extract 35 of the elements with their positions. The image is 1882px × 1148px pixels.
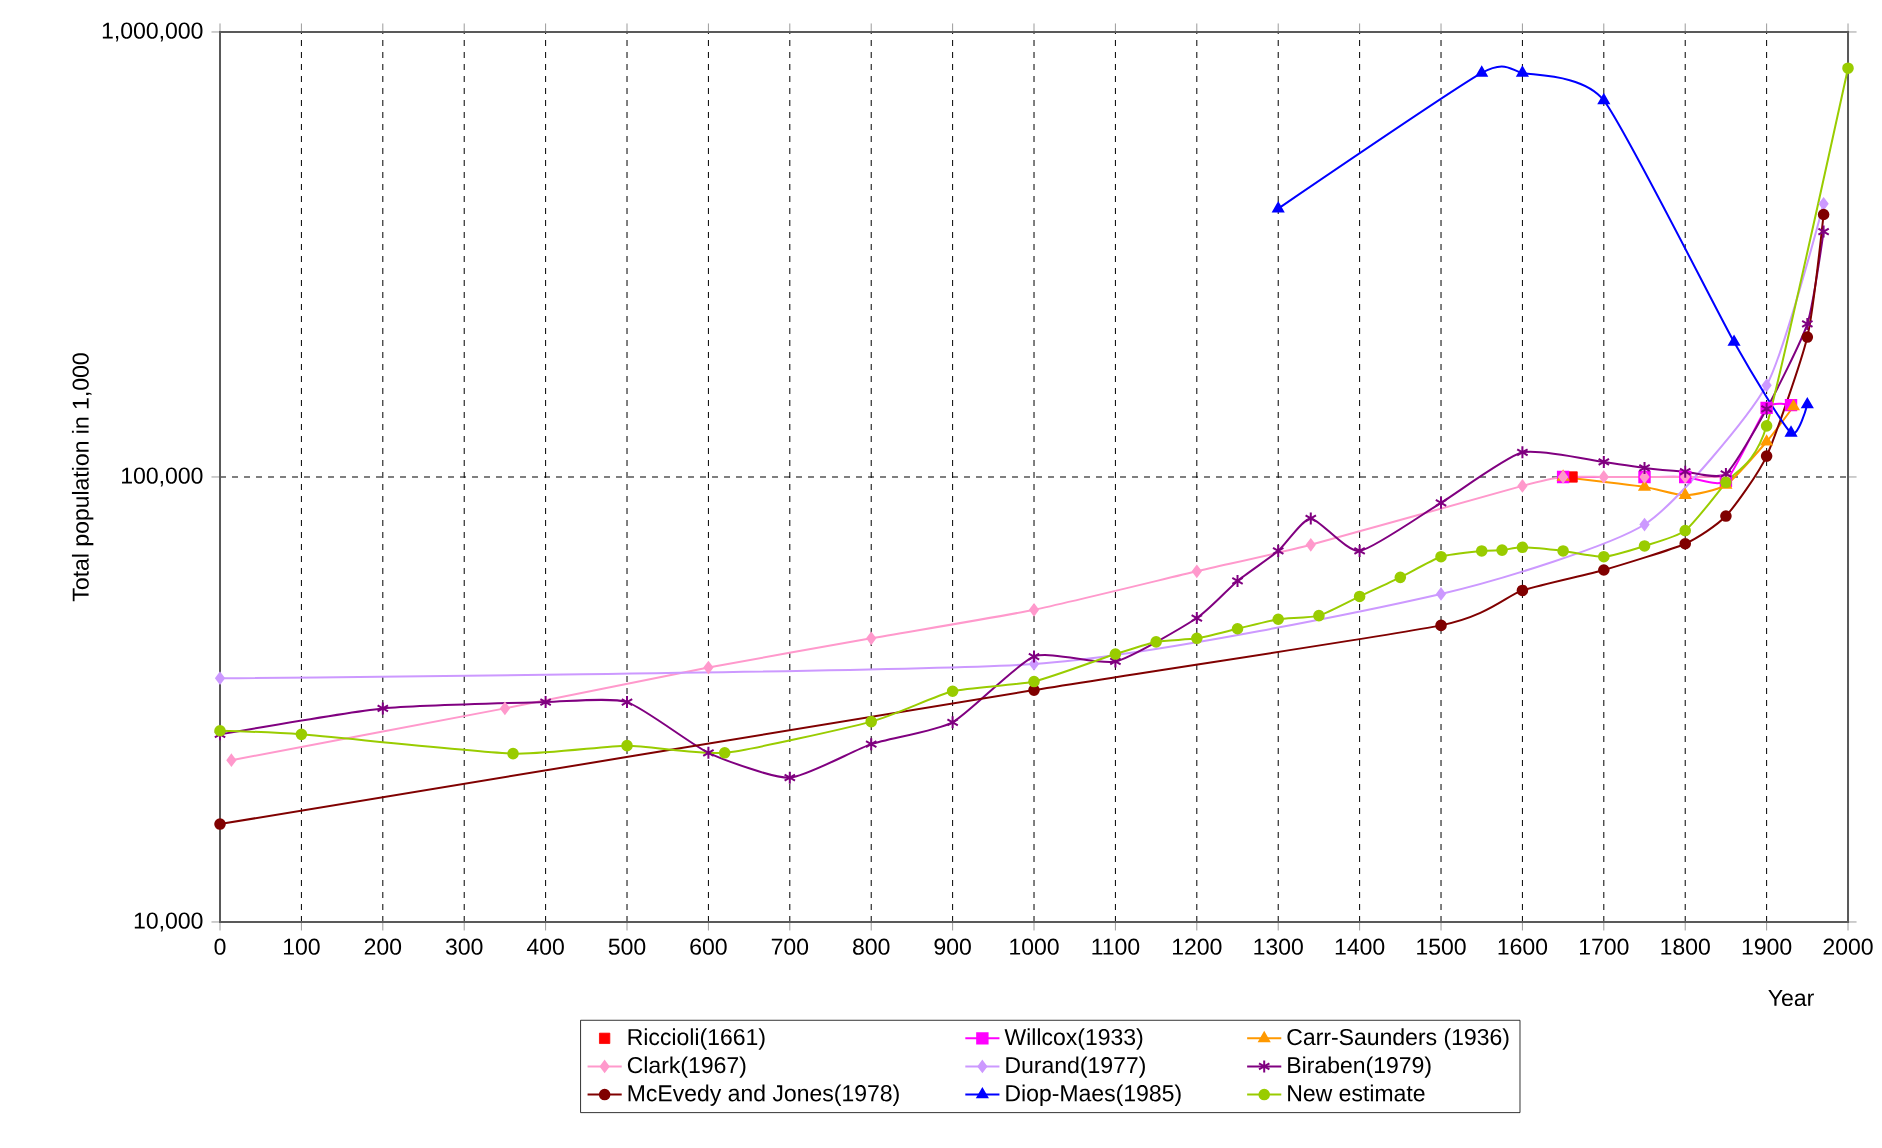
x-tick-label: 200 [364, 938, 402, 955]
x-tick-label: 1700 [1579, 938, 1629, 955]
x-tick-label: 1100 [1092, 938, 1140, 955]
x-tick-label: 1900 [1742, 938, 1792, 955]
x-tick-label: 0 [214, 938, 226, 955]
y-tick-label: 10,000 [134, 912, 203, 932]
legend-label: Riccioli(1661) [628, 1028, 765, 1050]
x-axis-title: Year [1768, 990, 1814, 1007]
x-tick-label: 1500 [1417, 938, 1466, 955]
x-tick-label: 2000 [1823, 938, 1873, 955]
x-tick-label: 1400 [1335, 938, 1385, 955]
legend-label: Willcox(1933) [1004, 1028, 1143, 1050]
x-tick-label: 1000 [1010, 938, 1059, 955]
legend-label: Biraben(1979) [1288, 1056, 1431, 1078]
x-tick-label: 300 [445, 938, 483, 955]
x-tick-label: 800 [853, 938, 890, 955]
x-tick-label: 1600 [1498, 938, 1548, 955]
y-axis-title: Total population in 1,000 [71, 353, 94, 602]
x-tick-label: 100 [283, 938, 320, 955]
legend-label: New estimate [1288, 1084, 1425, 1102]
y-tick-label: 100,000 [122, 467, 203, 487]
x-tick-label: 1800 [1661, 938, 1710, 955]
legend-label: Carr-Saunders (1936) [1287, 1028, 1509, 1050]
x-tick-label: 700 [771, 938, 809, 955]
x-tick-label: 400 [526, 938, 564, 955]
x-tick-label: 500 [608, 938, 646, 955]
y-tick-label: 1,000,000 [102, 22, 203, 42]
legend-label: Durand(1977) [1006, 1056, 1145, 1078]
x-tick-label: 600 [690, 938, 727, 955]
legend-label: McEvedy and Jones(1978) [628, 1084, 899, 1106]
legend-label: Diop-Maes(1985) [1006, 1084, 1181, 1106]
x-tick-label: 1200 [1172, 938, 1222, 955]
legend-label: Clark(1967) [627, 1056, 746, 1078]
x-tick-label: 900 [934, 938, 971, 955]
x-tick-label: 1300 [1254, 938, 1303, 955]
